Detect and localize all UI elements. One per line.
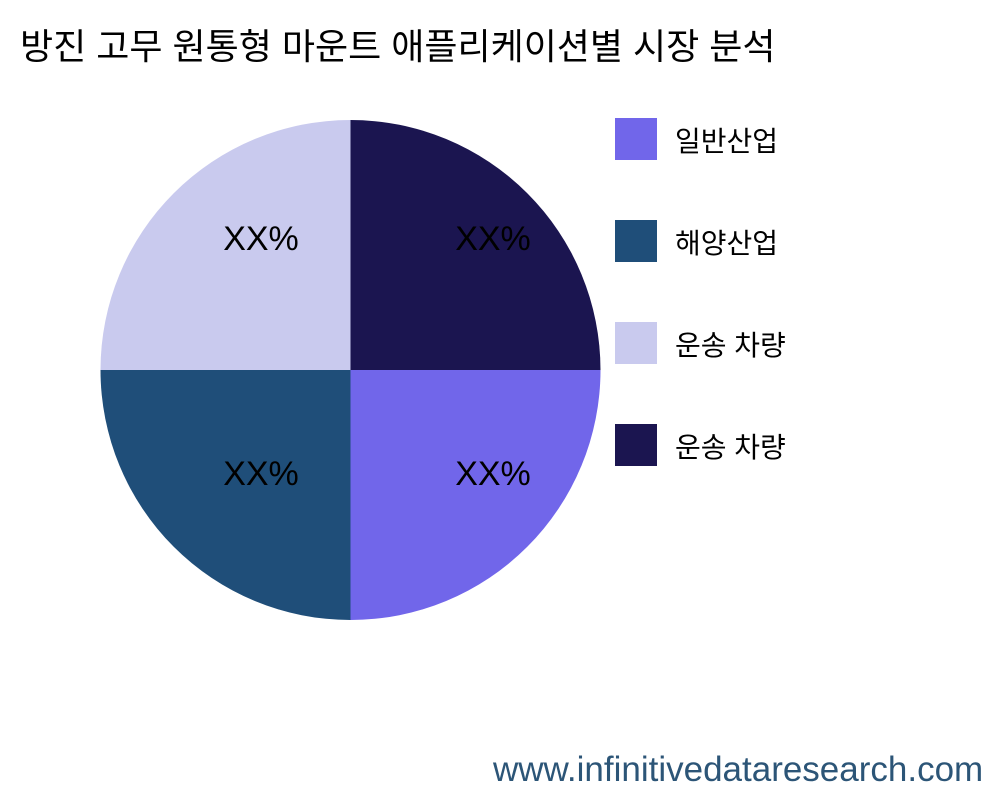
svg-text:XX%: XX%	[455, 220, 531, 258]
svg-text:XX%: XX%	[223, 455, 299, 493]
svg-text:XX%: XX%	[455, 455, 531, 493]
svg-text:XX%: XX%	[223, 220, 299, 258]
